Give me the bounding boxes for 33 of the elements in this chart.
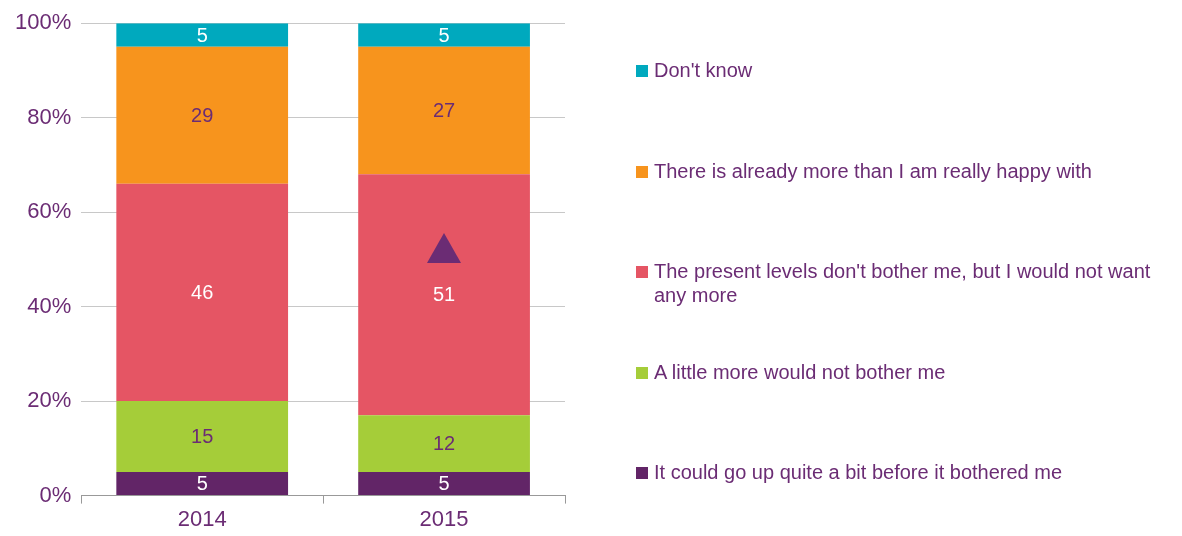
data-label: 12	[432, 432, 456, 455]
bar	[358, 23, 530, 47]
y-tick-label: 100%	[14, 9, 72, 35]
data-label: 5	[438, 23, 450, 46]
bar	[358, 471, 530, 496]
bar	[116, 23, 289, 47]
legend-label: Don't know	[654, 58, 753, 82]
bar	[358, 174, 530, 416]
y-tick-label: 0%	[39, 481, 72, 507]
bar	[116, 401, 289, 472]
bar	[358, 46, 530, 175]
bar	[116, 46, 289, 184]
data-label: 29	[191, 103, 214, 126]
y-tick-label: 80%	[27, 103, 72, 129]
data-label: 5	[196, 23, 208, 46]
bar	[116, 183, 289, 402]
x-tick-label: 2015	[419, 505, 469, 531]
legend-label: A little more would not bother me	[654, 359, 946, 384]
legend-label: It could go up quite a bit before it bothered me	[654, 460, 1063, 484]
data-label: 46	[191, 280, 214, 303]
data-label: 27	[432, 99, 456, 122]
data-label: 5	[438, 472, 450, 495]
data-label: 5	[196, 472, 208, 495]
x-tick-label: 2014	[177, 505, 227, 531]
bar	[358, 415, 530, 472]
bar	[116, 471, 289, 496]
legend-label: There is already more than I am really happy with	[654, 158, 1092, 183]
data-label: 51	[432, 283, 456, 306]
y-tick-label: 60%	[27, 198, 72, 224]
y-tick-label: 20%	[27, 387, 72, 413]
legend-label: The present levels don't bother me, but I would not want any more	[654, 259, 1152, 307]
data-label: 15	[191, 425, 214, 448]
y-tick-label: 40%	[27, 292, 72, 318]
